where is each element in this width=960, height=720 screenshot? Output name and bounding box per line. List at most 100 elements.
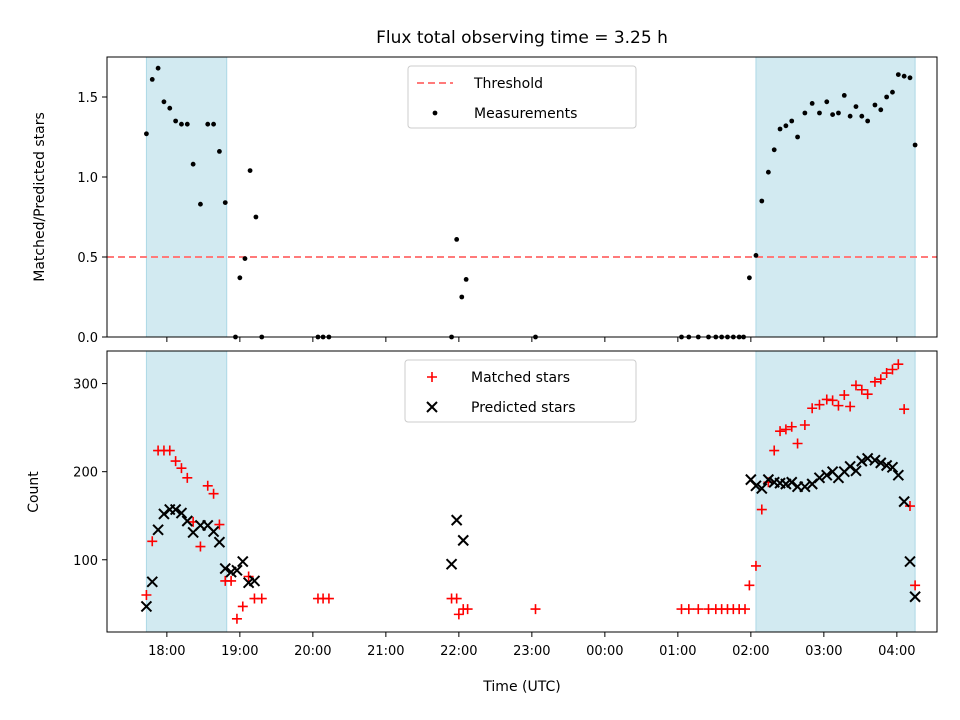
data-point [875,374,886,385]
data-point [144,131,149,137]
data-point [222,200,228,206]
data-point [231,613,242,624]
data-point [841,93,847,98]
data-point [226,575,237,586]
y-tick-label: 1.0 [77,171,98,186]
data-point [847,113,853,119]
x-tick-label: 18:00 [148,644,185,659]
y-tick-label: 0.5 [77,251,98,266]
plot-frame [106,350,938,633]
data-point [176,463,187,474]
data-point [750,560,761,571]
ratio-panel: 0.0 0.5 1.0 1.5 Threshold Measurements [77,56,938,346]
data-point [909,591,921,603]
data-point [756,504,767,515]
data-point [799,419,810,430]
data-point [824,99,830,105]
data-point [907,75,913,81]
data-point [169,503,182,516]
data-point [769,445,780,456]
data-point [152,524,164,536]
data-point [759,198,765,204]
data-point [195,541,206,552]
shaded-interval [755,56,916,338]
data-point [813,472,826,484]
y-tick-label: 0.0 [77,331,98,346]
data-point [161,99,167,105]
data-point [862,389,873,400]
data-point [179,121,184,127]
data-point [202,480,213,491]
legend-marker [427,372,437,382]
data-point [744,580,755,591]
data-point [850,380,861,391]
data-point [904,555,916,568]
legend-marker [432,110,438,116]
data-point [780,424,791,435]
data-point [155,65,161,71]
legend-label: Matched stars [471,370,570,386]
data-point [856,384,867,395]
data-point [878,107,884,113]
data-point [844,460,856,473]
data-point [827,395,838,406]
data-point [912,142,918,148]
x-tick-label: 01:00 [659,644,696,659]
data-point [839,390,850,401]
legend-label: Measurements [474,106,577,122]
data-point [248,575,261,587]
data-point [211,121,216,127]
data-point [809,101,815,106]
data-point [893,359,904,370]
data-point [887,364,898,375]
data-point [836,110,841,116]
data-point [463,277,469,282]
data-point [149,77,155,82]
data-point [783,123,789,129]
data-point [213,536,226,548]
data-point [530,604,541,615]
data-point [850,465,862,477]
data-point [247,168,253,174]
shaded-interval [145,350,228,633]
legend-box [407,65,637,129]
data-point [869,376,880,387]
data-point [886,461,899,473]
data-point [457,534,469,547]
x-tick-label: 00:00 [586,644,623,659]
y-tick-label: 1.5 [77,91,98,106]
data-point [141,590,152,601]
shaded-interval [145,56,228,338]
data-point [821,469,833,481]
y-axis-label-count: Count [26,471,42,513]
data-point [158,508,170,520]
data-point [237,601,248,612]
data-point [190,161,196,167]
data-point [164,445,175,456]
legend: Matched stars Predicted stars [404,359,637,423]
data-point [821,394,832,405]
data-point [901,73,907,79]
x-tick-label: 03:00 [805,644,842,659]
data-point [890,89,895,95]
data-point [451,593,462,604]
data-point [777,126,783,132]
data-point [795,134,800,140]
data-point [181,515,194,527]
legend-label: Predicted stars [471,400,576,416]
data-point [865,118,871,124]
data-point [693,604,704,615]
data-point [242,256,248,261]
data-point [762,473,775,486]
count-panel: 100 200 300 18:00 19:00 20:00 21:00 22:00 23:00 0… [73,350,938,659]
y-tick-label: 300 [73,378,98,393]
data-point [146,576,158,588]
data-point [450,514,463,526]
data-point [462,604,473,615]
data-point [323,593,334,604]
data-point [884,94,890,100]
legend: Threshold Measurements [407,65,637,129]
data-point [817,110,822,116]
data-point [853,104,859,109]
data-point [683,604,694,615]
